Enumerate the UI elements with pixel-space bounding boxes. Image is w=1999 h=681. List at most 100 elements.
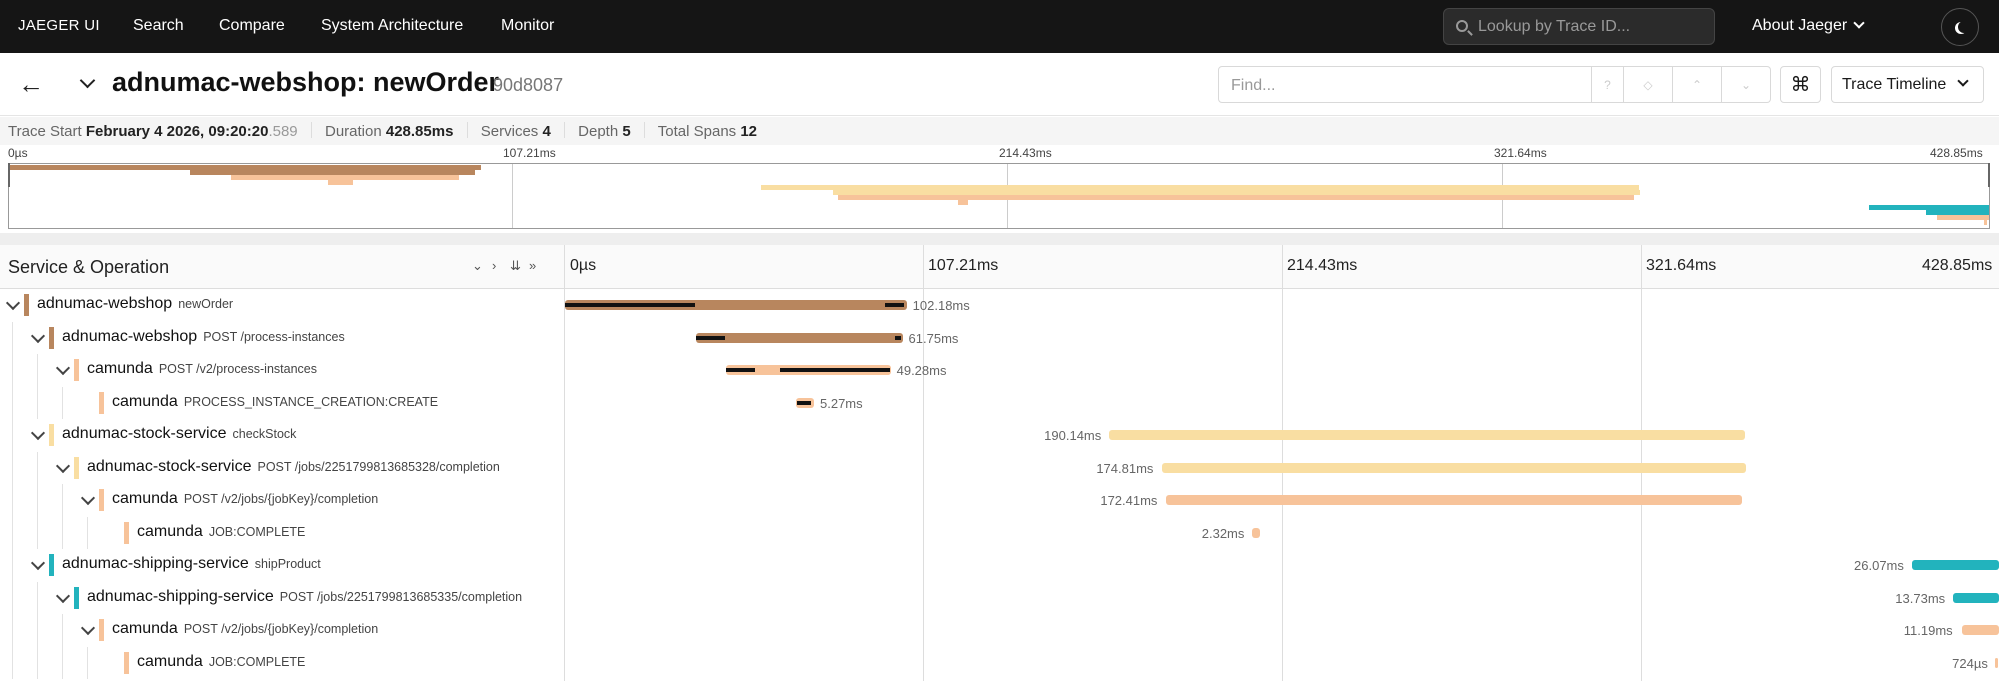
back-arrow-icon[interactable]: ← bbox=[18, 69, 44, 99]
prev-result-icon[interactable]: ⌃ bbox=[1673, 66, 1722, 103]
minimap-span-bar bbox=[832, 190, 1640, 195]
span-duration-label: 26.07ms bbox=[1854, 558, 1904, 573]
service-color-bar bbox=[49, 424, 54, 446]
span-service-name: adnumac-stock-service bbox=[62, 425, 227, 442]
trace-start-value: February 4 2026, 09:20:20 bbox=[85, 123, 269, 140]
trace-minimap[interactable]: 0µs 107.21ms 214.43ms 321.64ms 428.85ms bbox=[0, 145, 1999, 233]
keyboard-shortcuts-icon[interactable]: ⌘ bbox=[1780, 66, 1821, 103]
span-service-name: camunda bbox=[137, 522, 203, 540]
span-bar[interactable] bbox=[1911, 560, 1999, 570]
chevron-down-icon[interactable] bbox=[30, 328, 46, 343]
trace-id-lookup-input[interactable]: Lookup by Trace ID... bbox=[1443, 8, 1715, 45]
find-input[interactable]: Find... bbox=[1218, 66, 1592, 103]
tree-guide bbox=[37, 354, 38, 387]
span-label[interactable]: camunda PROCESS_INSTANCE_CREATION:CREATE bbox=[112, 393, 438, 411]
tree-guide bbox=[12, 549, 13, 582]
span-operation-name: shipProduct bbox=[254, 557, 321, 571]
span-row[interactable]: camunda JOB:COMPLETE 724µs bbox=[0, 646, 1999, 679]
span-operation-name: JOB:COMPLETE bbox=[208, 524, 306, 539]
span-label[interactable]: camunda POST /v2/jobs/{jobKey}/completion bbox=[112, 620, 378, 638]
span-row[interactable]: adnumac-stock-service POST /jobs/22517998… bbox=[0, 451, 1999, 484]
span-label[interactable]: adnumac-webshop POST /process-instances bbox=[62, 328, 345, 346]
chevron-down-icon[interactable] bbox=[55, 588, 71, 603]
about-jaeger-menu[interactable]: About Jaeger bbox=[1752, 17, 1865, 35]
span-bar[interactable] bbox=[1252, 527, 1260, 538]
jaeger-logo[interactable]: JAEGER UI bbox=[18, 17, 100, 34]
tree-guide bbox=[87, 516, 88, 549]
chevron-down-icon[interactable] bbox=[30, 425, 46, 441]
span-row[interactable]: camunda POST /v2/jobs/{jobKey}/completion… bbox=[0, 614, 1999, 647]
span-duration-label: 61.75ms bbox=[908, 330, 959, 346]
service-operation-title: Service & Operation bbox=[8, 257, 170, 277]
nav-system-architecture[interactable]: System Architecture bbox=[321, 17, 464, 34]
minimap-left-handle[interactable] bbox=[8, 163, 10, 187]
service-color-bar bbox=[49, 554, 54, 576]
collapse-all-icon[interactable]: ⇊ bbox=[510, 258, 521, 273]
span-bar[interactable] bbox=[1161, 462, 1747, 473]
span-service-name: camunda bbox=[137, 652, 203, 670]
span-bar[interactable] bbox=[1109, 430, 1746, 440]
chevron-down-icon[interactable] bbox=[5, 295, 21, 311]
span-bar[interactable] bbox=[1953, 592, 1999, 603]
chevron-down-icon[interactable] bbox=[30, 555, 46, 571]
find-help-icon[interactable]: ? bbox=[1592, 66, 1624, 103]
span-duration-label: 172.41ms bbox=[1100, 493, 1158, 508]
view-mode-select[interactable]: Trace Timeline bbox=[1831, 66, 1984, 103]
next-result-icon[interactable]: ⌄ bbox=[1722, 66, 1771, 103]
span-operation-name: POST /jobs/2251799813685335/completion bbox=[279, 589, 523, 604]
span-row[interactable]: camunda JOB:COMPLETE 2.32ms bbox=[0, 516, 1999, 549]
expand-all-icon[interactable]: » bbox=[529, 258, 537, 273]
span-label[interactable]: camunda POST /v2/process-instances bbox=[87, 360, 317, 378]
critical-path-segment bbox=[780, 368, 890, 372]
span-row[interactable]: adnumac-shipping-service POST /jobs/22517… bbox=[0, 581, 1999, 614]
chevron-down-icon[interactable] bbox=[55, 458, 71, 473]
chevron-down-icon[interactable] bbox=[55, 360, 71, 376]
span-label[interactable]: adnumac-shipping-service POST /jobs/22517… bbox=[87, 588, 522, 606]
minimap-right-handle[interactable] bbox=[1988, 163, 1990, 187]
collapse-details-icon[interactable] bbox=[78, 73, 98, 93]
span-row[interactable]: camunda POST /v2/process-instances 49.28ms bbox=[0, 354, 1999, 387]
minimap-span-bar bbox=[328, 180, 353, 185]
span-row[interactable]: adnumac-webshop newOrder 102.18ms bbox=[0, 289, 1999, 321]
span-label[interactable]: camunda JOB:COMPLETE bbox=[137, 653, 305, 671]
chevron-down-icon[interactable] bbox=[80, 490, 96, 506]
span-operation-name: newOrder bbox=[178, 297, 234, 311]
total-spans-value: 12 bbox=[740, 123, 758, 140]
span-label[interactable]: adnumac-stock-service checkStock bbox=[62, 425, 296, 443]
span-row[interactable]: camunda POST /v2/jobs/{jobKey}/completion… bbox=[0, 484, 1999, 517]
span-label[interactable]: adnumac-webshop newOrder bbox=[37, 295, 233, 313]
span-bar[interactable] bbox=[1165, 495, 1743, 505]
span-service-name: adnumac-webshop bbox=[62, 327, 198, 345]
nav-compare[interactable]: Compare bbox=[219, 17, 285, 34]
collapse-one-icon[interactable]: ⌄ bbox=[472, 258, 483, 273]
service-color-bar bbox=[49, 326, 54, 349]
top-nav: JAEGER UI Search Compare System Architec… bbox=[0, 0, 1999, 53]
locate-icon[interactable]: ◇ bbox=[1624, 66, 1673, 103]
minimap-span-bar bbox=[189, 170, 476, 175]
span-bar[interactable] bbox=[696, 332, 903, 343]
span-label[interactable]: adnumac-shipping-service shipProduct bbox=[62, 555, 321, 573]
span-row[interactable]: adnumac-shipping-service shipProduct 26.07… bbox=[0, 549, 1999, 582]
span-label[interactable]: camunda JOB:COMPLETE bbox=[137, 523, 305, 541]
theme-toggle-button[interactable] bbox=[1941, 8, 1979, 46]
span-label[interactable]: camunda POST /v2/jobs/{jobKey}/completion bbox=[112, 490, 378, 508]
span-bar[interactable] bbox=[1995, 657, 1999, 668]
nav-monitor[interactable]: Monitor bbox=[501, 17, 555, 34]
minimap-span-bar bbox=[1925, 210, 1989, 215]
minimap-tick: 0µs bbox=[8, 146, 28, 160]
timeline-tick: 214.43ms bbox=[1287, 257, 1358, 274]
span-row[interactable]: camunda PROCESS_INSTANCE_CREATION:CREATE 5… bbox=[0, 386, 1999, 419]
span-bar[interactable] bbox=[1961, 625, 1999, 635]
span-row[interactable]: adnumac-stock-service checkStock 190.14ms bbox=[0, 419, 1999, 452]
chevron-down-icon[interactable] bbox=[80, 620, 96, 636]
timeline-tick: 107.21ms bbox=[928, 257, 999, 274]
span-bar[interactable] bbox=[565, 300, 907, 310]
expand-one-icon[interactable]: › bbox=[492, 258, 497, 273]
tree-guide bbox=[12, 484, 13, 517]
tree-guide bbox=[62, 614, 63, 647]
span-operation-name: PROCESS_INSTANCE_CREATION:CREATE bbox=[183, 394, 439, 409]
span-label[interactable]: adnumac-stock-service POST /jobs/22517998… bbox=[87, 458, 500, 476]
services-value: 4 bbox=[542, 123, 551, 140]
span-row[interactable]: adnumac-webshop POST /process-instances 61… bbox=[0, 321, 1999, 354]
nav-search[interactable]: Search bbox=[133, 17, 184, 34]
